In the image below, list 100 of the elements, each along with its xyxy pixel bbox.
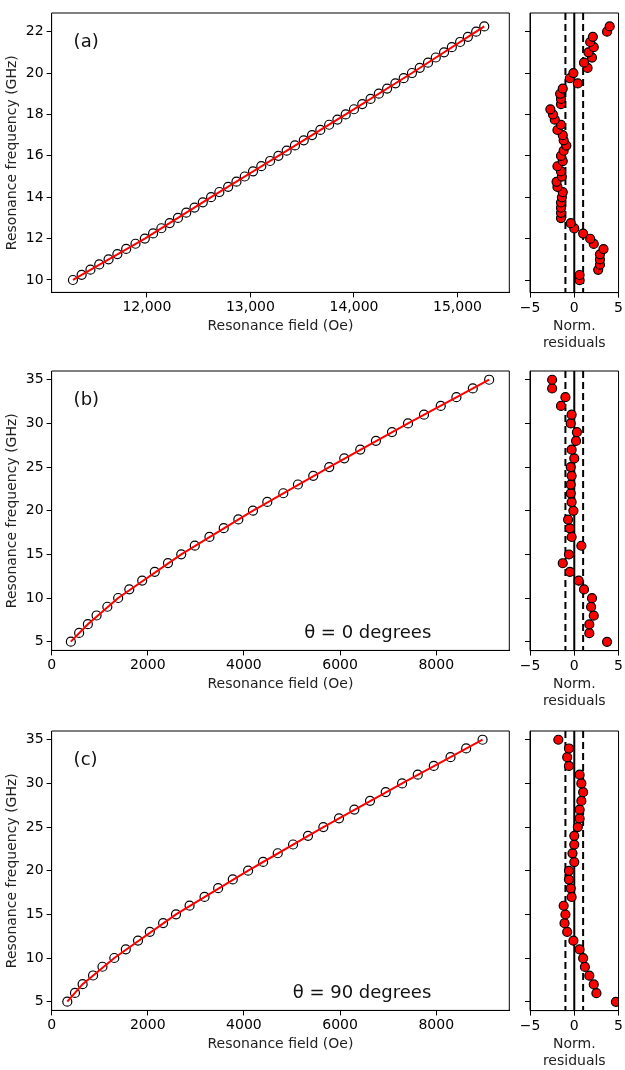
point [289, 140, 301, 151]
x-tick-label: 0 [47, 656, 57, 673]
point [87, 970, 99, 981]
point [298, 135, 309, 146]
annotation: θ = 90 degrees [292, 981, 432, 1003]
point [243, 865, 254, 876]
point [164, 217, 175, 229]
point [247, 166, 259, 177]
point [572, 822, 583, 833]
y-tick-label: 20 [25, 861, 44, 878]
point [158, 917, 169, 929]
point [565, 488, 576, 499]
x-axis-title: Resonance field (Oe) [207, 675, 354, 692]
point [272, 848, 283, 859]
y-tick-label: 35 [25, 730, 44, 747]
point [85, 264, 96, 275]
point [137, 575, 148, 586]
point [233, 514, 244, 525]
y-tick-label: 16 [25, 146, 44, 163]
point [566, 409, 577, 420]
x-tick-label: −5 [519, 656, 541, 673]
annotation: (a) [73, 29, 99, 51]
point [62, 996, 73, 1007]
point [451, 392, 462, 403]
point [565, 883, 576, 894]
point [563, 760, 575, 772]
point [109, 952, 120, 964]
x-tick-label: 6000 [322, 1016, 358, 1033]
point [566, 470, 577, 481]
x-tick-label: 0 [569, 298, 579, 315]
annotation: (c) [73, 747, 98, 769]
point [566, 891, 577, 903]
x-tick-label: 13,000 [225, 298, 275, 315]
point [292, 479, 304, 490]
point [76, 269, 87, 280]
point [144, 926, 155, 937]
x-tick-label: 5 [614, 298, 624, 315]
point [197, 197, 208, 208]
x-tick-label: −5 [519, 1016, 541, 1033]
point [306, 130, 318, 141]
point [565, 418, 576, 429]
point [558, 900, 569, 911]
point [564, 566, 575, 578]
y-tick-label: 20 [25, 63, 44, 80]
point [65, 636, 76, 647]
y-tick-label: 5 [34, 632, 44, 649]
point [584, 619, 595, 630]
point [418, 409, 430, 420]
point [422, 57, 434, 68]
point [386, 427, 398, 438]
point [430, 52, 441, 63]
point [382, 83, 393, 94]
point [247, 505, 259, 516]
point [287, 839, 299, 850]
point [598, 244, 609, 255]
x-axis-title: Resonance field (Oe) [207, 317, 354, 334]
x-axis-title: Norm. residuals [542, 317, 606, 351]
point [591, 988, 602, 999]
point [380, 787, 391, 798]
point [120, 944, 131, 955]
point [199, 891, 210, 902]
point [348, 104, 360, 115]
y-tick-label: 5 [34, 992, 44, 1009]
x-tick-label: 12,000 [122, 298, 172, 315]
point [576, 778, 587, 789]
point [562, 926, 573, 938]
point [471, 26, 482, 37]
point [461, 743, 472, 754]
point [112, 249, 123, 260]
point [370, 435, 382, 446]
x-tick-label: 0 [569, 656, 579, 673]
point [204, 531, 215, 542]
point [205, 192, 217, 203]
point [563, 865, 575, 876]
point [355, 444, 366, 455]
point [585, 233, 596, 244]
y-tick-label: 25 [25, 817, 44, 834]
point [547, 374, 558, 385]
x-tick-label: 8000 [418, 1016, 455, 1033]
point [576, 540, 587, 551]
point [77, 979, 88, 990]
point [574, 944, 585, 955]
point [318, 821, 329, 833]
annotation: (b) [73, 387, 100, 409]
point [333, 813, 345, 824]
point [281, 145, 292, 156]
point [574, 769, 585, 780]
point [567, 848, 578, 859]
point [569, 830, 580, 841]
point [569, 856, 580, 868]
point [223, 181, 234, 192]
point [156, 223, 167, 234]
y-tick-label: 12 [25, 229, 44, 246]
point [94, 259, 105, 270]
point [467, 383, 478, 394]
point [571, 427, 583, 438]
point [438, 47, 450, 58]
point [570, 435, 582, 446]
point [349, 804, 360, 815]
x-tick-label: 0 [47, 1016, 57, 1033]
